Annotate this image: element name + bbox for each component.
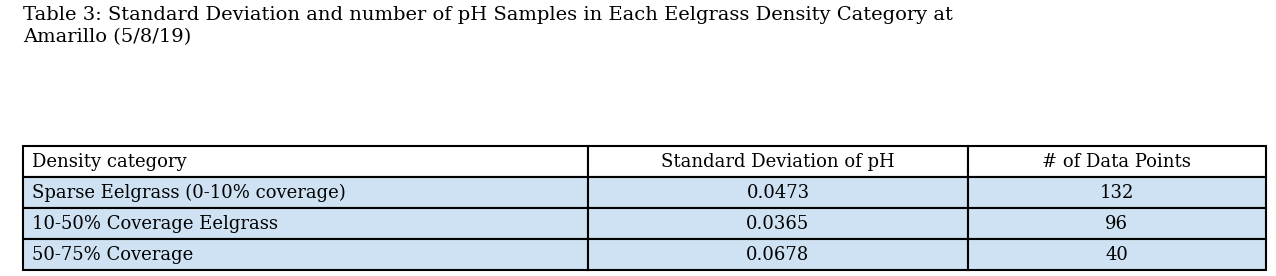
Text: 132: 132 (1100, 184, 1134, 202)
Text: 0.0473: 0.0473 (746, 184, 809, 202)
Text: 50-75% Coverage: 50-75% Coverage (32, 246, 193, 264)
Text: Table 3: Standard Deviation and number of pH Samples in Each Eelgrass Density Ca: Table 3: Standard Deviation and number o… (23, 6, 953, 46)
Text: Sparse Eelgrass (0-10% coverage): Sparse Eelgrass (0-10% coverage) (32, 184, 346, 202)
Text: # of Data Points: # of Data Points (1042, 153, 1191, 171)
Text: 40: 40 (1105, 246, 1128, 264)
Text: 0.0678: 0.0678 (746, 246, 809, 264)
Text: Standard Deviation of pH: Standard Deviation of pH (661, 153, 894, 171)
Text: 0.0365: 0.0365 (746, 215, 809, 233)
Text: 10-50% Coverage Eelgrass: 10-50% Coverage Eelgrass (32, 215, 278, 233)
Text: Density category: Density category (32, 153, 186, 171)
Text: 96: 96 (1105, 215, 1128, 233)
